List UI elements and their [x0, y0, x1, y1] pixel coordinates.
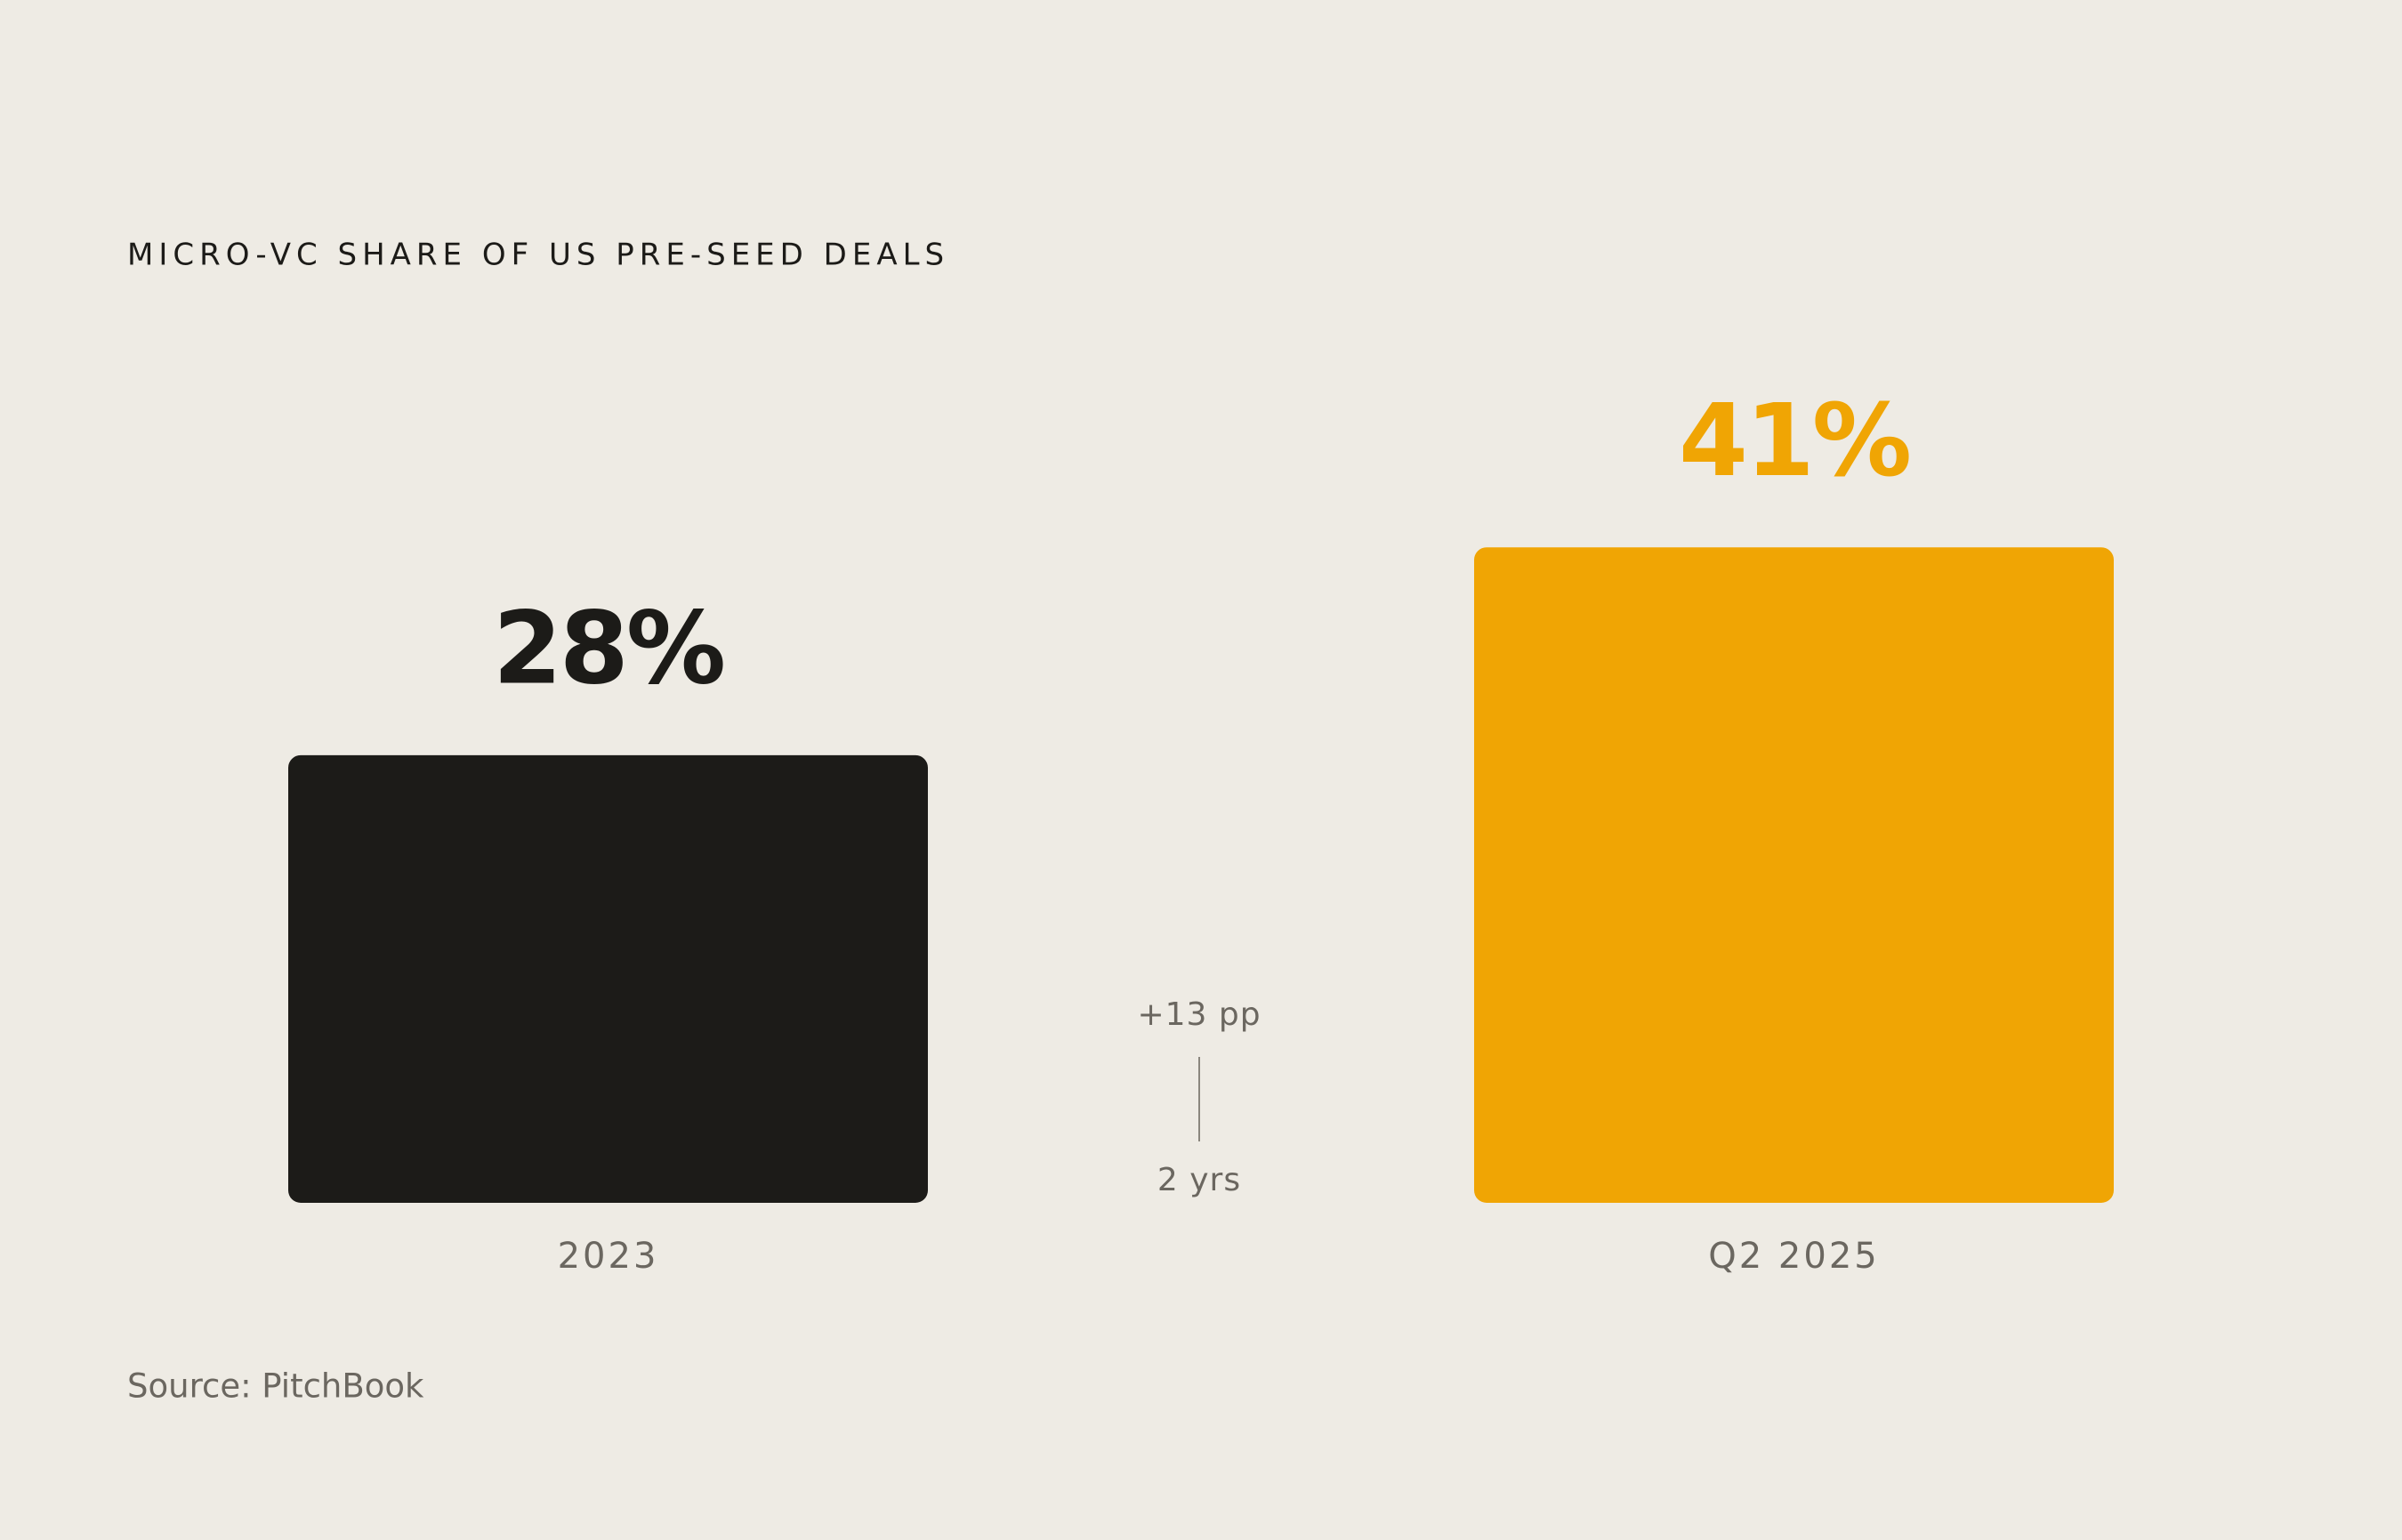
chart-title: MICRO-VC SHARE OF US PRE-SEED DEALS — [127, 238, 949, 273]
value-label: 41% — [1679, 383, 1909, 499]
bar — [1474, 547, 2114, 1203]
bar — [288, 754, 928, 1203]
annotation: +13 pp — [1137, 996, 1261, 1033]
annotation: 2 yrs — [1157, 1162, 1241, 1198]
value-label: 28% — [493, 592, 723, 707]
source: Source: PitchBook — [127, 1367, 424, 1406]
category-label: 2023 — [558, 1236, 659, 1277]
category-label: Q2 2025 — [1708, 1236, 1879, 1277]
